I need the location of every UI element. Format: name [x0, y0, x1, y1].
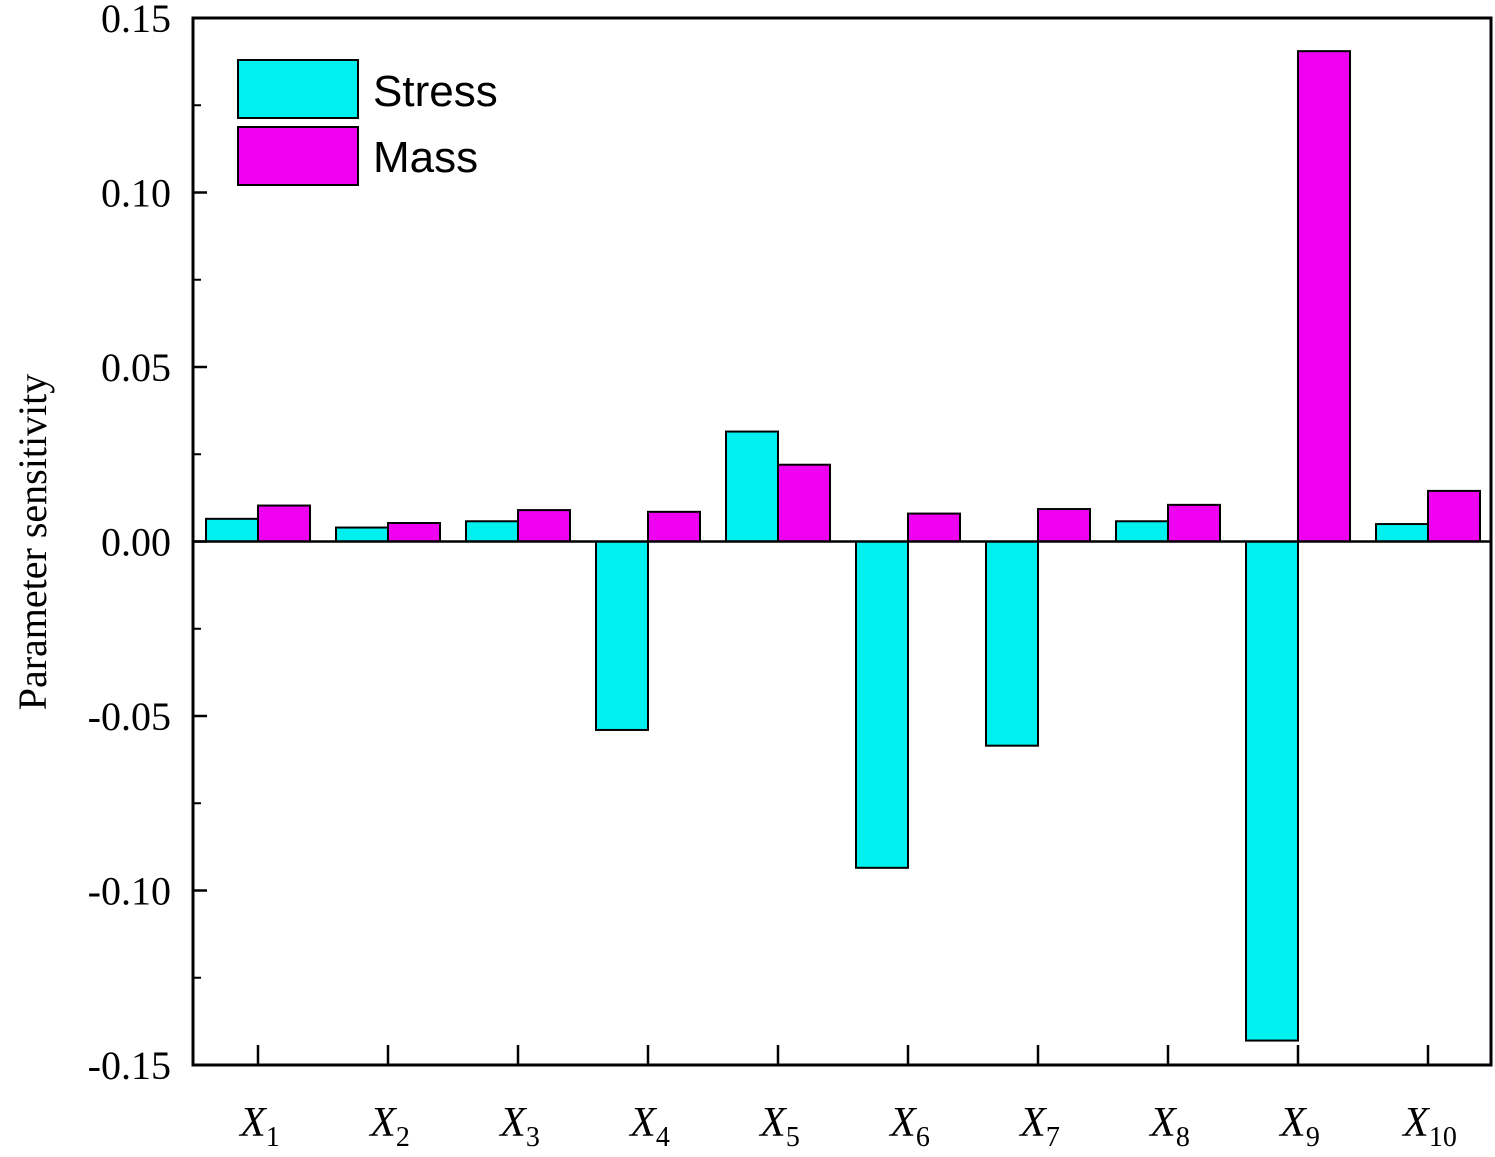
- y-tick-label: -0.15: [88, 1043, 171, 1088]
- bar-stress-x4: [595, 540, 649, 731]
- bar-stress-x2: [335, 526, 389, 543]
- legend: Stress Mass: [237, 59, 498, 186]
- legend-label-mass: Mass: [373, 133, 478, 182]
- y-tick-label: -0.05: [88, 694, 171, 739]
- x-tick-label-x3: X3: [498, 1100, 540, 1153]
- y-ticks-group: -0.15 -0.10 -0.05 0.00 0.05 0.10 0.15: [88, 0, 207, 1088]
- bar-stress-x6: [855, 540, 909, 869]
- bar-stress-x10: [1375, 523, 1429, 543]
- x-tick-label-x10: X10: [1401, 1100, 1457, 1153]
- x-tick-label-x9: X9: [1278, 1100, 1320, 1153]
- bar-mass-x1: [257, 504, 311, 543]
- legend-swatch-mass: [237, 126, 359, 186]
- y-tick-label: 0.15: [101, 0, 171, 41]
- bar-stress-x1: [205, 517, 259, 543]
- x-tick-label-x8: X8: [1148, 1100, 1190, 1153]
- bar-mass-x5: [777, 463, 831, 543]
- legend-swatch-stress: [237, 59, 359, 119]
- y-tick-label: 0.05: [101, 345, 171, 390]
- x-tick-label-x4: X4: [628, 1100, 670, 1153]
- bar-mass-x2: [387, 522, 441, 543]
- bar-stress-x9: [1245, 540, 1299, 1042]
- x-tick-label-x7: X7: [1018, 1100, 1060, 1153]
- bars-group: [205, 50, 1481, 1042]
- bar-mass-x6: [907, 512, 961, 543]
- x-tick-label-x1: X1: [238, 1100, 280, 1153]
- bar-mass-x4: [647, 510, 701, 543]
- x-ticks-group: X1 X2 X3 X4 X5 X6 X7 X8 X9 X10: [238, 1045, 1457, 1153]
- x-tick-label-x2: X2: [368, 1100, 410, 1153]
- bar-mass-x9: [1297, 50, 1351, 543]
- bar-stress-x7: [985, 540, 1039, 747]
- legend-label-stress: Stress: [373, 67, 498, 116]
- y-tick-label: -0.10: [88, 869, 171, 914]
- bar-stress-x3: [465, 520, 519, 543]
- x-tick-label-x5: X5: [758, 1100, 800, 1153]
- bar-stress-x5: [725, 430, 779, 543]
- y-tick-label: 0.10: [101, 171, 171, 216]
- x-tick-label-x6: X6: [888, 1100, 930, 1153]
- bar-stress-x8: [1115, 520, 1169, 543]
- bar-mass-x7: [1037, 508, 1091, 543]
- y-axis-title: Parameter sensitivity: [10, 374, 55, 711]
- bar-mass-x3: [517, 509, 571, 543]
- y-tick-label: 0.00: [101, 520, 171, 565]
- bar-mass-x8: [1167, 503, 1221, 543]
- bar-mass-x10: [1427, 489, 1481, 543]
